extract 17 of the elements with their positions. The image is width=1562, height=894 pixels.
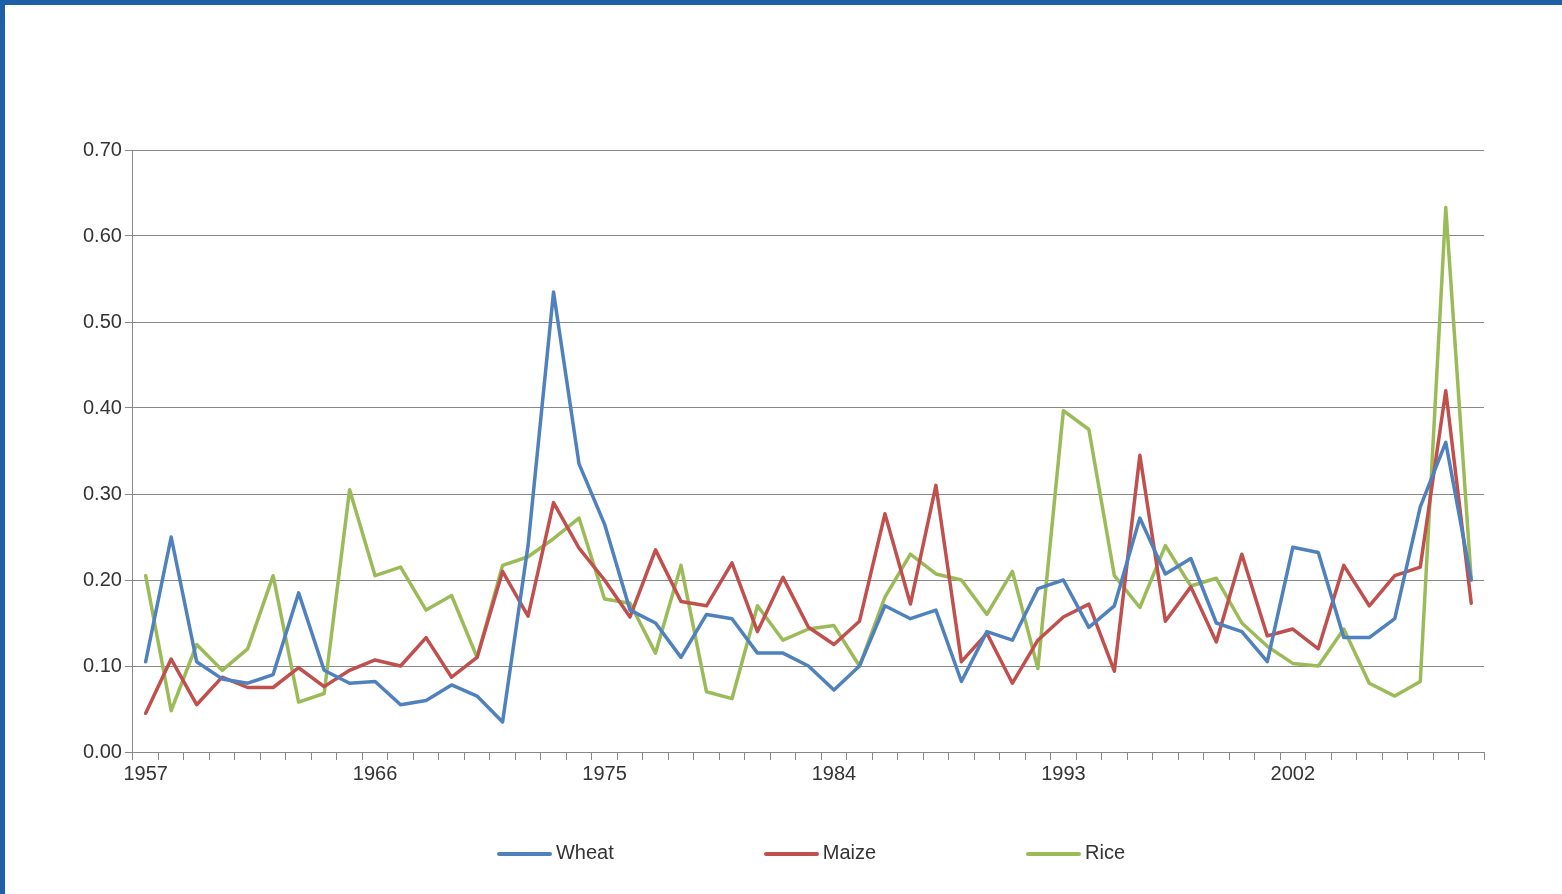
x-tick-label: 1975 — [582, 761, 627, 784]
y-tick-label: 0.60 — [82, 223, 122, 246]
y-tick-label: 0.40 — [82, 395, 122, 418]
legend-label: Wheat — [555, 841, 614, 863]
x-tick-label: 1957 — [123, 761, 168, 784]
x-tick-label: 1966 — [352, 761, 398, 784]
y-tick-label: 0.50 — [82, 309, 122, 332]
y-tick-label: 0.00 — [82, 739, 122, 762]
y-tick-label: 0.10 — [82, 653, 122, 676]
x-tick-label: 1993 — [1041, 761, 1086, 784]
y-tick-label: 0.30 — [82, 481, 122, 504]
legend-label: Maize — [822, 841, 877, 863]
x-tick-label: 1984 — [811, 761, 857, 784]
x-tick-label: 2002 — [1270, 761, 1316, 784]
y-tick-label: 0.70 — [82, 137, 122, 160]
y-tick-label: 0.20 — [82, 567, 122, 590]
legend-label: Rice — [1085, 841, 1126, 863]
